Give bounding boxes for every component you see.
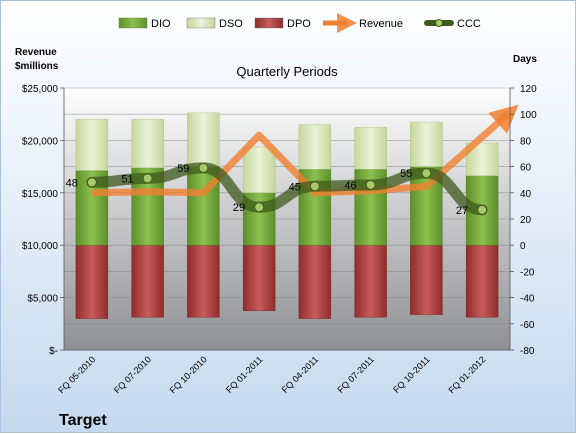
bar-dpo-3 xyxy=(242,244,276,311)
ccc-point-3 xyxy=(254,202,265,213)
right-tick-label-9: -60 xyxy=(520,320,535,331)
x-tick-label-1: FQ 07-2010 xyxy=(112,354,153,395)
bar-dso-1 xyxy=(131,119,164,169)
right-tick-label-2: 80 xyxy=(520,136,532,147)
revenue-line xyxy=(91,104,519,197)
legend-swatch-dso xyxy=(186,17,216,29)
bar-dpo-1 xyxy=(131,244,164,318)
right-tick-label-1: 100 xyxy=(520,110,537,121)
right-tick-label-7: -20 xyxy=(520,267,535,278)
company-name: Target xyxy=(59,412,107,429)
ccc-point-0 xyxy=(86,177,97,188)
legend-label-dso: DSO xyxy=(219,18,243,30)
bar-dso-4 xyxy=(298,124,332,170)
legend-label-dpo: DPO xyxy=(287,18,311,30)
bar-dso-6 xyxy=(410,121,443,167)
left-tick-label-3: $10,000 xyxy=(22,241,59,252)
legend-label-dio: DIO xyxy=(151,18,171,30)
right-tick-label-0: 120 xyxy=(520,84,537,95)
legend-swatch-dpo xyxy=(254,17,284,29)
left-tick-label-1: $20,000 xyxy=(22,136,59,147)
bar-dso-5 xyxy=(354,127,387,170)
bar-dso-3 xyxy=(242,146,276,193)
bar-dpo-4 xyxy=(298,244,332,319)
right-tick-label-8: -40 xyxy=(520,294,535,305)
right-tick-label-5: 20 xyxy=(520,215,532,226)
bar-dso-2 xyxy=(187,112,220,167)
left-tick-label-5: $- xyxy=(49,346,58,357)
ccc-label-7: 27 xyxy=(456,205,468,217)
right-tick-label-6: 0 xyxy=(520,241,526,252)
left-tick-label-4: $5,000 xyxy=(27,294,58,305)
ccc-point-7 xyxy=(477,204,488,215)
ccc-point-6 xyxy=(421,168,432,179)
x-tick-label-3: FQ 01-2011 xyxy=(224,354,265,395)
ccc-point-5 xyxy=(365,179,376,190)
legend-swatch-dio xyxy=(118,17,148,29)
ccc-label-5: 46 xyxy=(344,180,356,192)
right-tick-label-4: 40 xyxy=(520,189,532,200)
x-tick-label-5: FQ 07-2011 xyxy=(335,354,376,395)
bar-dpo-6 xyxy=(410,244,443,315)
x-tick-label-7: FQ 01-2012 xyxy=(447,354,488,395)
ccc-label-4: 45 xyxy=(289,181,301,193)
legend-label-ccc: CCC xyxy=(457,18,481,30)
x-tick-label-4: FQ 04-2011 xyxy=(280,354,321,395)
ccc-label-6: 55 xyxy=(400,168,412,180)
x-tick-label-0: FQ 05-2010 xyxy=(56,354,97,395)
x-tick-label-2: FQ 10-2010 xyxy=(168,354,209,395)
ccc-point-1 xyxy=(142,173,153,184)
left-axis-title-line2: $millions xyxy=(15,61,59,72)
bar-dso-0 xyxy=(75,119,109,171)
left-axis-title-line1: Revenue xyxy=(15,47,57,58)
ccc-point-2 xyxy=(198,162,209,173)
ccc-label-3: 29 xyxy=(233,202,245,214)
ccc-label-1: 51 xyxy=(121,173,133,185)
ccc-point-4 xyxy=(309,181,320,192)
right-tick-label-10: -80 xyxy=(520,346,535,357)
right-tick-label-3: 60 xyxy=(520,163,532,174)
lines: 48 51 59 29 45 46 55 27 xyxy=(66,104,519,217)
ccc-label-0: 48 xyxy=(66,177,78,189)
right-axis-title: Days xyxy=(513,54,537,65)
legend: DIO DSO DPO Revenue CCC xyxy=(118,13,481,33)
x-tick-label-6: FQ 10-2011 xyxy=(391,354,432,395)
ccc-label-2: 59 xyxy=(177,163,189,175)
left-tick-label-2: $15,000 xyxy=(22,189,59,200)
left-tick-label-0: $25,000 xyxy=(22,84,59,95)
bar-dpo-2 xyxy=(187,244,220,318)
legend-marker-ccc xyxy=(435,19,443,27)
bar-dpo-0 xyxy=(75,244,109,319)
bar-dpo-7 xyxy=(465,244,499,318)
bar-dpo-5 xyxy=(354,244,387,318)
legend-label-revenue: Revenue xyxy=(359,18,403,30)
chart-title: Quarterly Periods xyxy=(236,64,338,79)
